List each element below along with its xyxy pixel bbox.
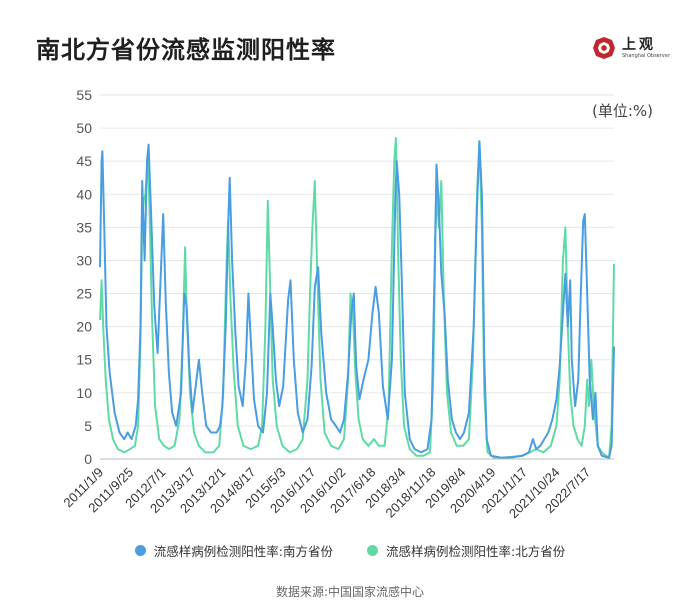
y-tick-label: 0 [84, 451, 92, 467]
series-line-north [99, 137, 615, 459]
y-tick-label: 25 [76, 286, 92, 302]
y-tick-label: 15 [76, 352, 92, 368]
legend-north-label: 流感样病例检测阳性率:北方省份 [386, 544, 566, 559]
series-line-south [99, 140, 615, 459]
y-tick-label: 45 [76, 153, 92, 169]
legend-south-dot-icon [134, 545, 146, 556]
chart-title: 南北方省份流感监测阳性率 [36, 36, 336, 64]
series-lines [99, 137, 615, 459]
unit-label: (单位:%) [592, 102, 654, 120]
logo-mark-icon [593, 37, 615, 59]
legend: 流感样病例检测阳性率:南方省份 流感样病例检测阳性率:北方省份 [0, 541, 700, 560]
y-tick-label: 10 [76, 385, 92, 401]
y-tick-label: 55 [76, 87, 92, 103]
line-chart: 0 5 10 15 20 25 30 35 40 45 50 55 2011/1/92011/9/25… [60, 87, 615, 522]
y-tick-label: 40 [76, 186, 92, 202]
legend-south-label: 流感样病例检测阳性率:南方省份 [153, 544, 333, 559]
y-tick-label: 5 [84, 418, 92, 434]
legend-north-dot-icon [367, 545, 378, 556]
y-tick-label: 35 [76, 219, 92, 235]
logo-name-en: Shanghai Observer [622, 53, 670, 59]
y-tick-label: 20 [76, 319, 92, 335]
y-tick-label: 30 [76, 252, 92, 268]
logo-name-cn: 上观 [622, 37, 656, 53]
gridlines [100, 94, 614, 427]
source-note: 数据来源:中国国家流感中心 [275, 585, 425, 599]
x-axis-ticks: 2011/1/92011/9/252012/7/12013/3/172013/1… [60, 465, 593, 522]
y-tick-label: 50 [76, 120, 92, 136]
legend-item-south[interactable]: 流感样病例检测阳性率:南方省份 [134, 541, 333, 560]
legend-item-north[interactable]: 流感样病例检测阳性率:北方省份 [367, 541, 565, 560]
y-axis-ticks: 0 5 10 15 20 25 30 35 40 45 50 55 [76, 87, 92, 467]
logo: 上观 Shanghai Observer [592, 34, 678, 68]
